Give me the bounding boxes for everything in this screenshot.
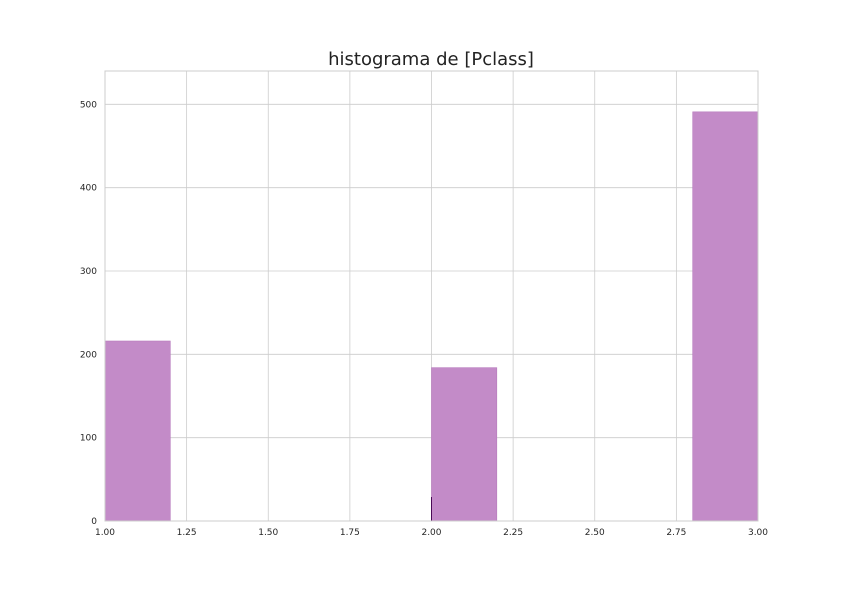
x-axis-ticks: 1.00 1.25 1.50 1.75 2.00 2.25 2.50 2.75 3.00	[95, 528, 768, 538]
x-tick-label: 1.75	[340, 528, 360, 538]
x-tick-label: 1.50	[258, 528, 278, 538]
y-axis-ticks: 0 100 200 300 400 500	[80, 100, 97, 527]
histogram-bar	[431, 367, 498, 522]
histogram-bar	[104, 340, 171, 522]
y-tick-label: 300	[80, 267, 97, 277]
x-tick-label: 3.00	[748, 528, 768, 538]
x-tick-label: 2.00	[421, 528, 441, 538]
plot-area-frame	[104, 70, 759, 522]
x-tick-label: 2.75	[666, 528, 686, 538]
gridlines	[104, 71, 759, 522]
histogram-bar	[692, 111, 759, 522]
x-tick-label: 2.25	[503, 528, 523, 538]
y-tick-label: 100	[80, 434, 97, 444]
y-tick-label: 0	[91, 517, 97, 527]
y-tick-label: 400	[80, 184, 97, 194]
rug-marks	[104, 497, 759, 521]
x-tick-label: 2.50	[585, 528, 605, 538]
y-tick-label: 200	[80, 350, 97, 360]
y-tick-label: 500	[80, 100, 97, 110]
histogram-bars	[104, 111, 759, 522]
x-tick-label: 1.25	[177, 528, 197, 538]
x-tick-label: 1.00	[95, 528, 115, 538]
chart-title: histograma de [Pclass]	[328, 49, 534, 70]
